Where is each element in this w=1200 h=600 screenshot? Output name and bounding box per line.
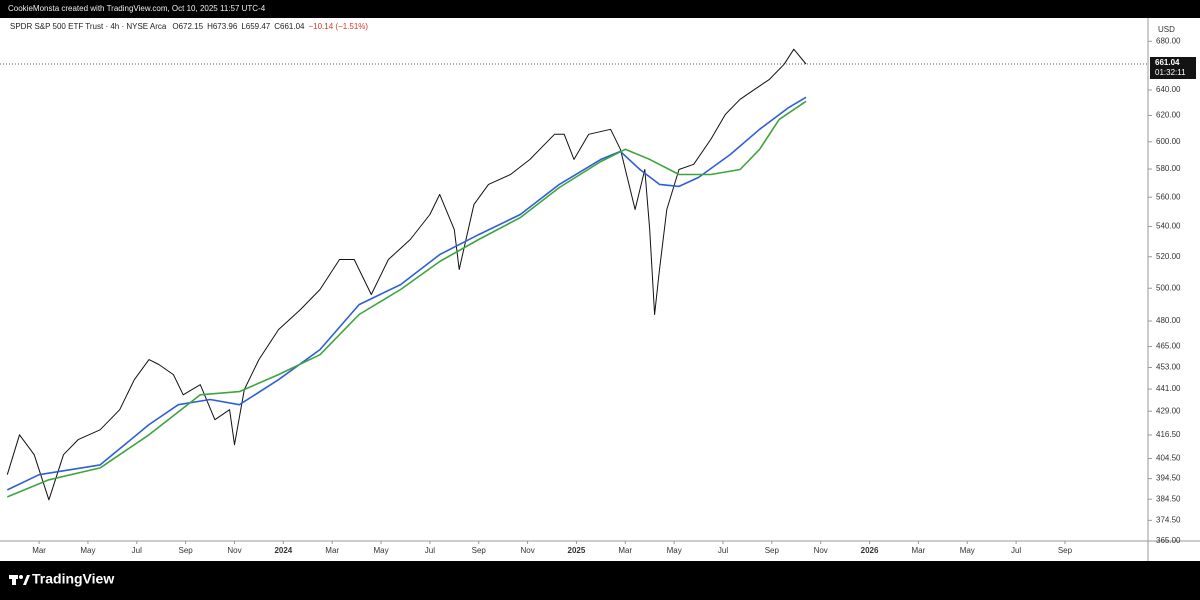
- logo-stem: [12, 575, 16, 585]
- series-line: [6, 96, 807, 491]
- open: O672.15: [172, 22, 203, 31]
- logo-dot: [19, 575, 23, 579]
- x-tick-label: Mar: [325, 546, 339, 555]
- y-tick-label: 620.00: [1156, 111, 1181, 120]
- y-tick-label: 404.50: [1156, 454, 1181, 463]
- x-tick-label: Jul: [1011, 546, 1021, 555]
- last-price-box: [1150, 56, 1196, 79]
- y-tick-label: 365.00: [1156, 536, 1181, 545]
- legend: SPDR S&P 500 ETF Trust · 4h · NYSE Arca O…: [10, 22, 368, 31]
- currency: USD: [1158, 25, 1175, 34]
- x-tick-label: May: [373, 546, 388, 555]
- y-tick-label: 480.00: [1156, 316, 1181, 325]
- countdown: 01:32:11: [1155, 68, 1186, 77]
- low: L659.47: [241, 22, 270, 31]
- x-tick-label: 2025: [568, 546, 586, 555]
- x-tick-label: May: [80, 546, 95, 555]
- y-tick-label: 465.00: [1156, 342, 1181, 351]
- y-tick-label: 453.00: [1156, 363, 1181, 372]
- x-tick-label: Nov: [520, 546, 534, 555]
- x-tick-label: Mar: [912, 546, 926, 555]
- y-tick-label: 600.00: [1156, 137, 1181, 146]
- y-tick-label: 560.00: [1156, 192, 1181, 201]
- y-tick-label: 640.00: [1156, 85, 1181, 94]
- change: −10.14 (−1.51%): [308, 22, 368, 31]
- brand-logo: [9, 575, 30, 585]
- x-tick-label: Jul: [718, 546, 728, 555]
- x-tick-label: Mar: [32, 546, 46, 555]
- series-line: [6, 48, 807, 501]
- x-tick-label: Sep: [765, 546, 780, 555]
- y-tick-label: 429.00: [1156, 406, 1181, 415]
- high: H673.96: [207, 22, 238, 31]
- x-tick-label: Sep: [472, 546, 487, 555]
- y-tick-label: 520.00: [1156, 252, 1181, 261]
- y-tick-label: 416.50: [1156, 430, 1181, 439]
- y-tick-label: 374.50: [1156, 515, 1181, 524]
- x-tick-label: 2024: [274, 546, 292, 555]
- x-tick-label: May: [960, 546, 975, 555]
- y-tick-label: 580.00: [1156, 164, 1181, 173]
- chart-panel: [0, 18, 1200, 561]
- credit: CookieMonsta created with TradingView.co…: [8, 4, 266, 13]
- x-tick-label: Mar: [618, 546, 632, 555]
- last-price-label: 661.04: [1155, 58, 1180, 67]
- brand: TradingView: [32, 571, 114, 587]
- symbol: SPDR S&P 500 ETF Trust · 4h · NYSE Arca: [10, 22, 167, 31]
- series-line: [6, 100, 807, 498]
- x-tick-label: Jul: [425, 546, 435, 555]
- y-tick-label: 394.50: [1156, 474, 1181, 483]
- x-tick-label: Sep: [179, 546, 194, 555]
- x-tick-label: 2026: [861, 546, 879, 555]
- x-tick-label: Nov: [814, 546, 828, 555]
- y-tick-label: 500.00: [1156, 283, 1181, 292]
- x-tick-label: Sep: [1058, 546, 1073, 555]
- x-tick-label: Nov: [227, 546, 241, 555]
- y-tick-label: 540.00: [1156, 222, 1181, 231]
- logo-slash: [23, 575, 30, 585]
- x-tick-label: May: [667, 546, 682, 555]
- y-tick-label: 384.50: [1156, 494, 1181, 503]
- y-tick-label: 680.00: [1156, 36, 1181, 45]
- x-tick-label: Jul: [132, 546, 142, 555]
- y-tick-label: 441.00: [1156, 384, 1181, 393]
- close: C661.04: [274, 22, 305, 31]
